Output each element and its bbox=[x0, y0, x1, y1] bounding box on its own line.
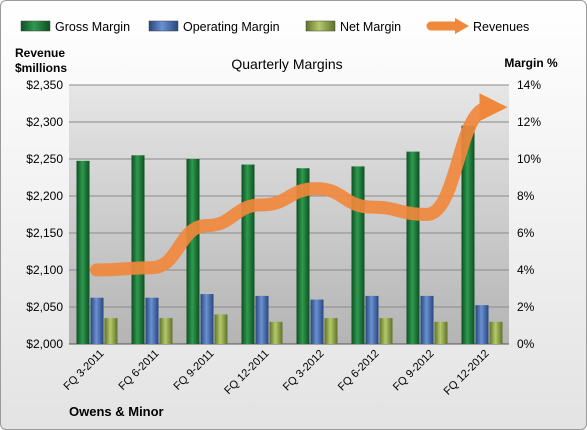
left-tick-label: $2,150 bbox=[26, 226, 63, 240]
x-tick-label: FQ 9-2012 bbox=[391, 348, 437, 394]
legend-label: Net Margin bbox=[340, 20, 401, 34]
gross-margin-bar bbox=[351, 166, 365, 344]
left-tick-label: $2,350 bbox=[26, 78, 63, 92]
operating-margin-bar bbox=[310, 299, 324, 344]
right-tick-label: 0% bbox=[517, 337, 535, 351]
x-axis-ticks: FQ 3-2011 FQ 6-2011 FQ 9-2011 FQ 12-2011 FQ … bbox=[62, 348, 492, 398]
left-tick-label: $2,300 bbox=[26, 115, 63, 129]
x-tick-label: FQ 3-2011 bbox=[62, 348, 107, 393]
right-tick-label: 6% bbox=[517, 226, 535, 240]
company-name: Owens & Minor bbox=[69, 404, 164, 419]
left-axis-label-line2: $millions bbox=[15, 61, 67, 75]
right-axis-label: Margin % bbox=[504, 56, 558, 70]
left-axis-label-line1: Revenue bbox=[15, 46, 65, 60]
legend-arrow-revenues bbox=[455, 18, 469, 34]
gross-margin-bar bbox=[131, 155, 145, 344]
right-tick-label: 12% bbox=[517, 115, 541, 129]
net-margin-bar bbox=[324, 318, 338, 344]
revenues-line bbox=[90, 93, 508, 277]
net-margin-bar bbox=[269, 321, 283, 344]
operating-margin-bar bbox=[475, 305, 489, 344]
gross-margin-bar bbox=[461, 125, 475, 344]
right-tick-label: 2% bbox=[517, 300, 535, 314]
x-tick-label: FQ 12-2011 bbox=[222, 348, 271, 397]
operating-margin-bar bbox=[420, 295, 434, 344]
left-tick-label: $2,050 bbox=[26, 300, 63, 314]
left-tick-label: $2,100 bbox=[26, 263, 63, 277]
left-tick-label: $2,250 bbox=[26, 152, 63, 166]
operating-margin-bar bbox=[365, 295, 379, 344]
left-tick-label: $2,000 bbox=[26, 337, 63, 351]
legend-swatch-gross-margin bbox=[20, 20, 51, 32]
x-tick-label: FQ 9-2011 bbox=[172, 348, 217, 393]
right-tick-label: 8% bbox=[517, 189, 535, 203]
net-margin-bar bbox=[434, 321, 448, 344]
legend-label: Gross Margin bbox=[55, 20, 130, 34]
x-tick-label: FQ 6-2011 bbox=[117, 348, 162, 393]
net-margin-bar bbox=[159, 318, 173, 344]
operating-margin-bar bbox=[145, 297, 159, 344]
net-margin-bar bbox=[214, 314, 228, 344]
gross-margin-bar bbox=[296, 168, 310, 344]
left-tick-label: $2,200 bbox=[26, 189, 63, 203]
revenue-line bbox=[90, 93, 508, 277]
operating-margin-bar bbox=[90, 297, 104, 344]
operating-margin-bar bbox=[200, 294, 214, 344]
gross-margin-bar bbox=[186, 159, 200, 344]
right-tick-label: 10% bbox=[517, 152, 541, 166]
right-tick-label: 4% bbox=[517, 263, 535, 277]
gross-margin-bar bbox=[76, 160, 90, 344]
net-margin-bar bbox=[104, 318, 118, 344]
chart-title: Quarterly Margins bbox=[231, 56, 342, 72]
legend-swatch-operating-margin bbox=[148, 20, 179, 32]
left-axis-ticks: $2,000 $2,050 $2,100 $2,150 $2,200 $2,250 $2,3… bbox=[26, 78, 63, 351]
gross-margin-bar bbox=[406, 151, 420, 344]
chart-legend: Gross Margin Operating Margin Net Margin Re… bbox=[20, 18, 529, 34]
x-tick-label: FQ 6-2012 bbox=[336, 348, 382, 394]
right-axis-ticks: 0% 2% 4% 6% 8% 10% 12% 14% bbox=[517, 78, 541, 351]
x-tick-label: FQ 3-2012 bbox=[281, 348, 327, 394]
legend-swatch-net-margin bbox=[305, 20, 336, 32]
gross-margin-bar bbox=[241, 164, 255, 344]
operating-margin-bar bbox=[255, 295, 269, 344]
net-margin-bar bbox=[489, 321, 503, 344]
legend-label: Revenues bbox=[473, 20, 529, 34]
x-tick-label: FQ 12-2012 bbox=[442, 348, 492, 398]
right-tick-label: 14% bbox=[517, 78, 541, 92]
net-margin-bar bbox=[379, 318, 393, 344]
legend-label: Operating Margin bbox=[183, 20, 280, 34]
